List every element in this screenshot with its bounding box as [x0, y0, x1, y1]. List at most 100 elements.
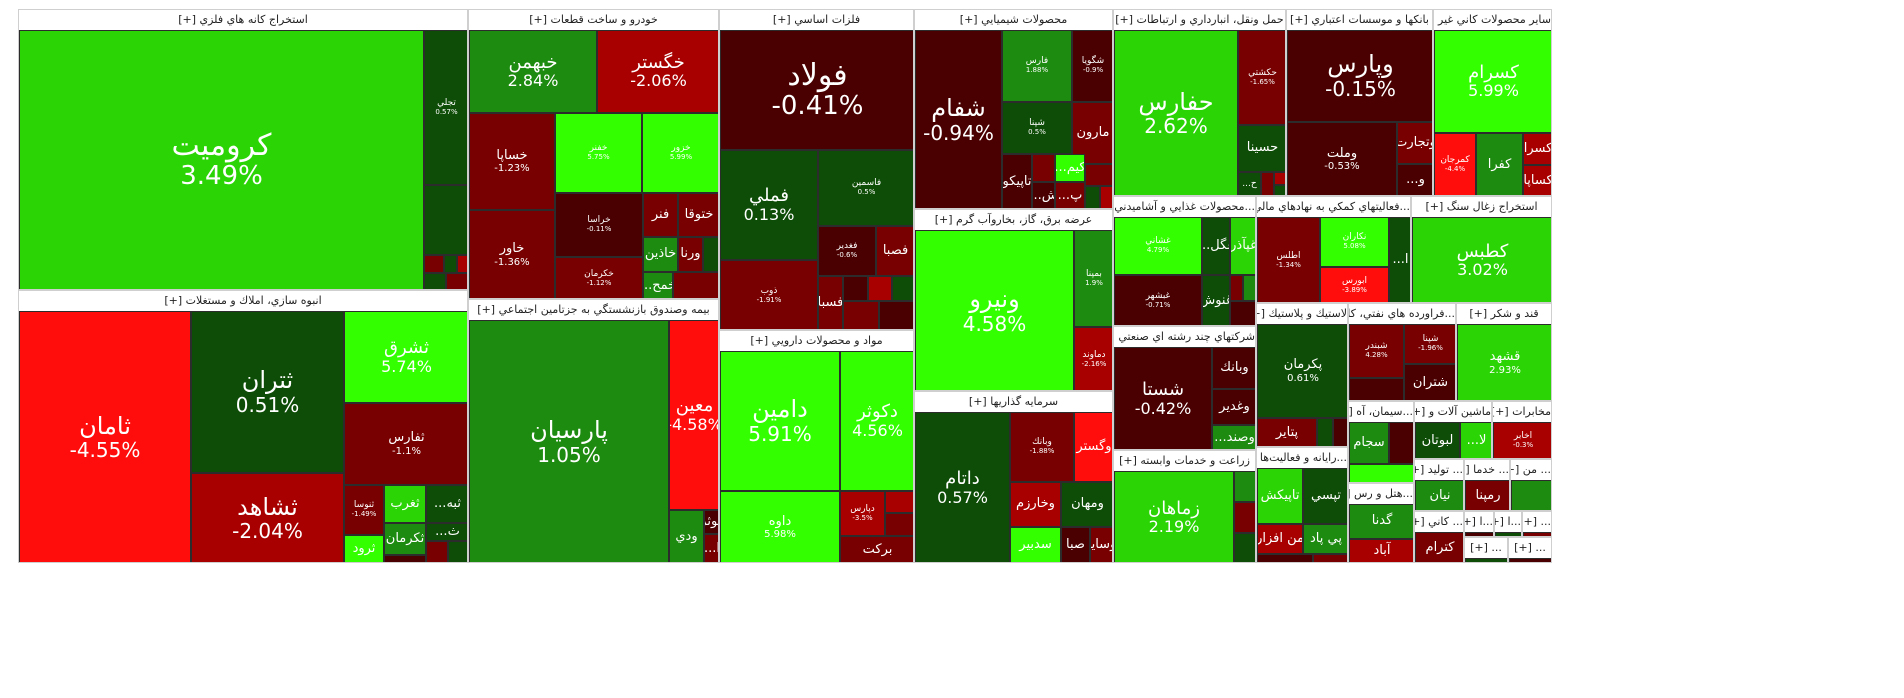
sector-title[interactable]: ... كاني [+]: [1415, 512, 1463, 533]
stock-tile[interactable]: شپنا 0.5%: [1002, 102, 1072, 154]
stock-tile[interactable]: ...غگل: [1202, 217, 1230, 275]
stock-tile[interactable]: [1509, 558, 1551, 562]
stock-tile[interactable]: خراسا -0.11%: [555, 193, 643, 257]
stock-tile[interactable]: ابورس -3.89%: [1320, 267, 1389, 302]
stock-tile[interactable]: ختوقا: [678, 193, 718, 237]
stock-tile[interactable]: شگويا -0.9%: [1072, 30, 1112, 102]
stock-tile[interactable]: [879, 301, 913, 329]
stock-tile[interactable]: [1230, 275, 1243, 301]
stock-tile[interactable]: وغدير: [1212, 389, 1255, 425]
stock-tile[interactable]: شپنا -1.96%: [1404, 324, 1455, 364]
stock-tile[interactable]: مارون: [1072, 102, 1112, 164]
stock-tile[interactable]: [1389, 422, 1413, 464]
stock-tile[interactable]: حفارس 2.62%: [1114, 30, 1238, 195]
sector-title[interactable]: خودرو و ساخت قطعات [+]: [469, 10, 718, 31]
stock-tile[interactable]: ثرود: [344, 535, 384, 562]
stock-tile[interactable]: [843, 301, 879, 329]
stock-tile[interactable]: اخابر -0.3%: [1493, 422, 1551, 458]
stock-tile[interactable]: بركت: [840, 536, 913, 562]
stock-tile[interactable]: [885, 513, 913, 536]
stock-tile[interactable]: پتاير: [1257, 418, 1317, 446]
stock-tile[interactable]: فسبا: [818, 276, 843, 329]
stock-tile[interactable]: شستا -0.42%: [1114, 347, 1212, 449]
sector-title[interactable]: مواد و محصولات دارويي [+]: [720, 331, 913, 352]
stock-tile[interactable]: معين-4.58%: [669, 320, 718, 510]
stock-tile[interactable]: [1349, 378, 1404, 400]
stock-tile[interactable]: [885, 491, 913, 513]
stock-tile[interactable]: [426, 541, 448, 562]
stock-tile[interactable]: نيان: [1415, 480, 1463, 510]
stock-tile[interactable]: [1274, 185, 1285, 195]
stock-tile[interactable]: غپآذر: [1230, 217, 1255, 275]
stock-tile[interactable]: سجام: [1349, 422, 1389, 464]
stock-tile[interactable]: [457, 255, 467, 273]
sector-title[interactable]: ... خدما [+]: [1465, 460, 1509, 481]
stock-tile[interactable]: توسن: [1257, 554, 1313, 562]
stock-tile[interactable]: فغدير -0.6%: [818, 226, 876, 276]
stock-tile[interactable]: تاپيكو: [1002, 154, 1032, 208]
stock-tile[interactable]: [1465, 558, 1507, 562]
stock-tile[interactable]: كساپا: [1523, 165, 1551, 195]
stock-tile[interactable]: وبانك -1.88%: [1010, 412, 1074, 482]
sector-title[interactable]: لاستيك و پلاستيك [+]: [1257, 304, 1347, 325]
stock-tile[interactable]: ...ا: [704, 534, 718, 562]
sector-title[interactable]: فلزات اساسي [+]: [720, 10, 913, 31]
stock-tile[interactable]: [424, 273, 446, 289]
stock-tile[interactable]: ...و: [1397, 164, 1432, 195]
stock-tile[interactable]: خاور -1.36%: [469, 210, 555, 298]
stock-tile[interactable]: [1261, 172, 1274, 195]
stock-tile[interactable]: ...ا: [1389, 217, 1410, 302]
stock-tile[interactable]: بمپنا 1.9%: [1074, 230, 1112, 327]
stock-tile[interactable]: [1230, 301, 1255, 325]
stock-tile[interactable]: غشاني 4.79%: [1114, 217, 1202, 275]
stock-tile[interactable]: [446, 273, 467, 289]
sector-title[interactable]: عرضه برق، گاز، بخاروآب گرم [+]: [915, 210, 1112, 231]
sector-title[interactable]: ماشين آلات و [+]: [1415, 402, 1491, 423]
stock-tile[interactable]: [1349, 464, 1413, 482]
stock-tile[interactable]: [1333, 418, 1347, 446]
stock-tile[interactable]: خساپا -1.23%: [469, 113, 555, 210]
stock-tile[interactable]: ذوب -1.91%: [720, 260, 818, 329]
stock-tile[interactable]: ...پ: [1055, 182, 1085, 208]
stock-tile[interactable]: فصبا: [876, 226, 913, 276]
sector-title[interactable]: ... [+]: [1509, 538, 1551, 559]
sector-title[interactable]: استخراج کانه هاي فلزي [+]: [19, 10, 467, 31]
stock-tile[interactable]: خاذين: [643, 237, 678, 272]
sector-title[interactable]: ... [+]: [1465, 538, 1507, 559]
stock-tile[interactable]: فملي 0.13%: [720, 150, 818, 260]
stock-tile[interactable]: تجلي 0.57%: [424, 30, 467, 185]
sector-title[interactable]: ...ا [+]: [1465, 512, 1493, 533]
stock-tile[interactable]: سدبير: [1010, 527, 1061, 562]
stock-tile[interactable]: [448, 541, 467, 562]
sector-title[interactable]: ...محصولات غذايي و آشاميدني به ج [+]: [1114, 197, 1255, 218]
stock-tile[interactable]: ...لا: [1460, 422, 1491, 458]
stock-tile[interactable]: [1100, 186, 1112, 208]
stock-tile[interactable]: [843, 276, 868, 301]
stock-tile[interactable]: [892, 276, 913, 301]
stock-tile[interactable]: [1523, 532, 1551, 536]
sector-title[interactable]: شركتهاي چند رشته اي صنعتي [+]: [1114, 327, 1255, 348]
sector-title[interactable]: بيمه وصندوق بازنشستگي به جزتامين اجتماعي…: [469, 300, 718, 321]
stock-tile[interactable]: خبهمن 2.84%: [469, 30, 597, 113]
sector-title[interactable]: ...سيمان، آه [+]: [1349, 402, 1413, 423]
sector-title[interactable]: ...فراورده هاي نفتي، كك [+]: [1349, 304, 1455, 325]
stock-tile[interactable]: شفام -0.94%: [915, 30, 1002, 208]
stock-tile[interactable]: وبانك: [1212, 347, 1255, 389]
sector-title[interactable]: قند و شكر [+]: [1457, 304, 1551, 325]
stock-tile[interactable]: ثامان -4.55%: [19, 311, 191, 562]
stock-tile[interactable]: تاپيكش: [1257, 468, 1303, 524]
stock-tile[interactable]: وخارزم: [1010, 482, 1061, 527]
stock-tile[interactable]: حسينا: [1238, 125, 1285, 172]
stock-tile[interactable]: كترام: [1415, 532, 1463, 562]
stock-tile[interactable]: [384, 555, 426, 562]
stock-tile[interactable]: [868, 276, 892, 301]
stock-tile[interactable]: ...ثبه: [426, 485, 467, 523]
stock-tile[interactable]: تپسي: [1303, 468, 1347, 524]
stock-tile[interactable]: [1234, 533, 1255, 562]
stock-tile[interactable]: ...كيم: [1055, 154, 1085, 182]
stock-tile[interactable]: [1032, 154, 1055, 182]
stock-tile[interactable]: پارسيان 1.05%: [469, 320, 669, 562]
stock-tile[interactable]: [1511, 480, 1551, 510]
stock-tile[interactable]: گدنا: [1349, 504, 1413, 539]
stock-tile[interactable]: ...خمح: [643, 272, 673, 298]
